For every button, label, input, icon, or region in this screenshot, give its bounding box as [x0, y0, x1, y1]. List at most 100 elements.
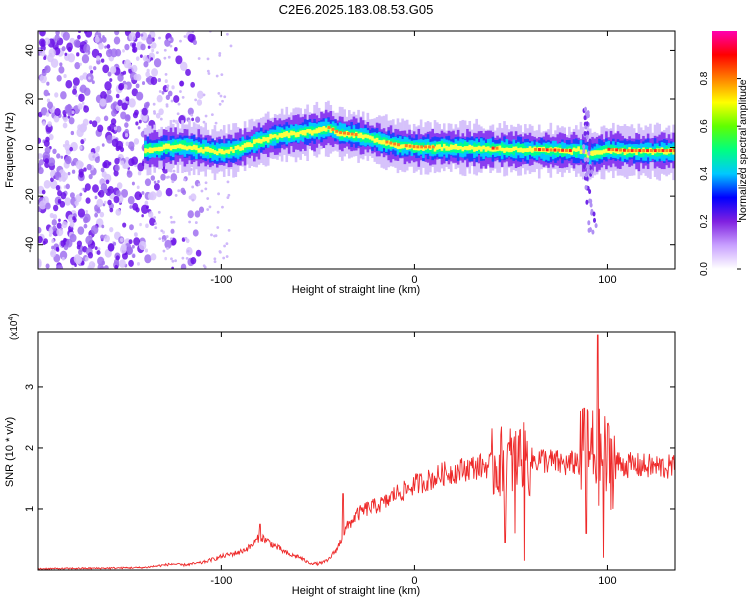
noise-blob	[133, 138, 140, 145]
noise-blob	[43, 89, 49, 97]
noise-blob	[185, 68, 191, 77]
noise-blob	[192, 39, 197, 46]
ridge-band	[489, 147, 492, 152]
noise-blob	[63, 74, 67, 79]
noise-blob	[128, 239, 133, 245]
burst-mark	[588, 145, 592, 151]
noise-blob	[88, 65, 93, 70]
noise-blob	[69, 221, 75, 228]
noise-blob	[72, 88, 78, 95]
ridge-band	[206, 146, 210, 152]
noise-blob	[107, 71, 112, 77]
ridge-band	[570, 149, 573, 155]
ridge-band	[320, 127, 323, 132]
noise-blob	[115, 104, 121, 112]
noise-blob	[56, 227, 64, 237]
ridge-band	[199, 147, 203, 153]
ridge-peak	[673, 149, 675, 153]
burst-mark	[582, 148, 586, 154]
burst-mark	[585, 199, 589, 205]
noise-blob	[99, 98, 107, 107]
ridge-band	[468, 144, 472, 151]
y-tick-label: 0	[24, 145, 36, 151]
ridge-band	[160, 146, 163, 151]
noise-blob	[58, 177, 63, 182]
ridge-band	[540, 147, 543, 152]
ridge-band	[609, 148, 613, 154]
ridge-peak	[557, 148, 561, 152]
ridge-band	[598, 150, 601, 155]
snr-scale-label: (x104)	[8, 313, 20, 340]
ridge-peak	[495, 146, 499, 150]
noise-blob	[48, 133, 54, 141]
noise-blob	[190, 81, 195, 88]
ridge-band	[324, 127, 328, 132]
noise-dot	[185, 256, 189, 260]
noise-blob	[53, 115, 60, 123]
noise-dot	[221, 99, 224, 103]
noise-blob	[185, 238, 190, 244]
noise-blob	[62, 31, 70, 41]
ridge-band	[609, 144, 613, 154]
ridge-peak	[642, 149, 646, 153]
noise-blob	[74, 200, 79, 206]
ridge-band	[667, 148, 671, 154]
noise-blob	[48, 233, 52, 237]
noise-blob	[56, 222, 62, 229]
noise-dot	[222, 256, 226, 260]
noise-dot	[177, 189, 181, 193]
noise-blob	[59, 250, 68, 260]
noise-dot	[210, 113, 214, 117]
ridge-band	[195, 145, 198, 151]
burst-mark	[583, 131, 587, 137]
noise-dot	[165, 235, 169, 238]
snr-x-label: Height of straight line (km)	[292, 585, 420, 597]
noise-blob	[79, 161, 84, 168]
noise-blob	[145, 205, 149, 209]
ridge-band	[364, 134, 367, 138]
burst-mark	[593, 217, 597, 223]
noise-dot	[167, 175, 170, 179]
noise-blob	[42, 241, 46, 246]
noise-blob	[46, 81, 50, 86]
noise-blob	[113, 36, 121, 45]
burst-mark	[587, 227, 591, 233]
noise-blob	[135, 121, 139, 126]
noise-dot	[218, 102, 222, 106]
noise-blob	[77, 103, 83, 110]
noise-dot	[157, 210, 161, 214]
noise-dot	[202, 93, 206, 97]
noise-blob	[38, 159, 44, 166]
noise-blob	[128, 259, 134, 267]
noise-dot	[217, 92, 221, 95]
ridge-band	[250, 143, 254, 148]
noise-blob	[135, 56, 140, 61]
noise-blob	[141, 81, 146, 85]
noise-blob	[39, 153, 44, 159]
noise-dot	[219, 94, 223, 98]
snr-scale-prefix: (x10	[9, 320, 20, 340]
noise-blob	[59, 200, 66, 208]
ridge-peak	[561, 148, 565, 152]
noise-blob	[139, 222, 142, 227]
noise-blob	[105, 179, 110, 185]
noise-blob	[103, 200, 107, 205]
noise-dot	[194, 98, 198, 102]
noise-dot	[191, 198, 195, 202]
ridge-peak	[331, 127, 335, 131]
ridge-band	[473, 146, 476, 152]
noise-dot	[188, 220, 192, 224]
ridge-band	[410, 144, 414, 149]
ridge-band	[218, 148, 221, 154]
noise-blob	[102, 161, 108, 169]
noise-blob	[157, 179, 160, 184]
ridge-band	[449, 144, 453, 150]
noise-blob	[131, 64, 138, 73]
noise-blob	[38, 235, 43, 244]
ridge-band	[665, 150, 668, 155]
noise-blob	[103, 115, 109, 122]
ridge-band	[255, 138, 258, 143]
noise-blob	[93, 66, 97, 71]
ridge-band	[380, 140, 384, 145]
noise-dot	[183, 35, 187, 38]
